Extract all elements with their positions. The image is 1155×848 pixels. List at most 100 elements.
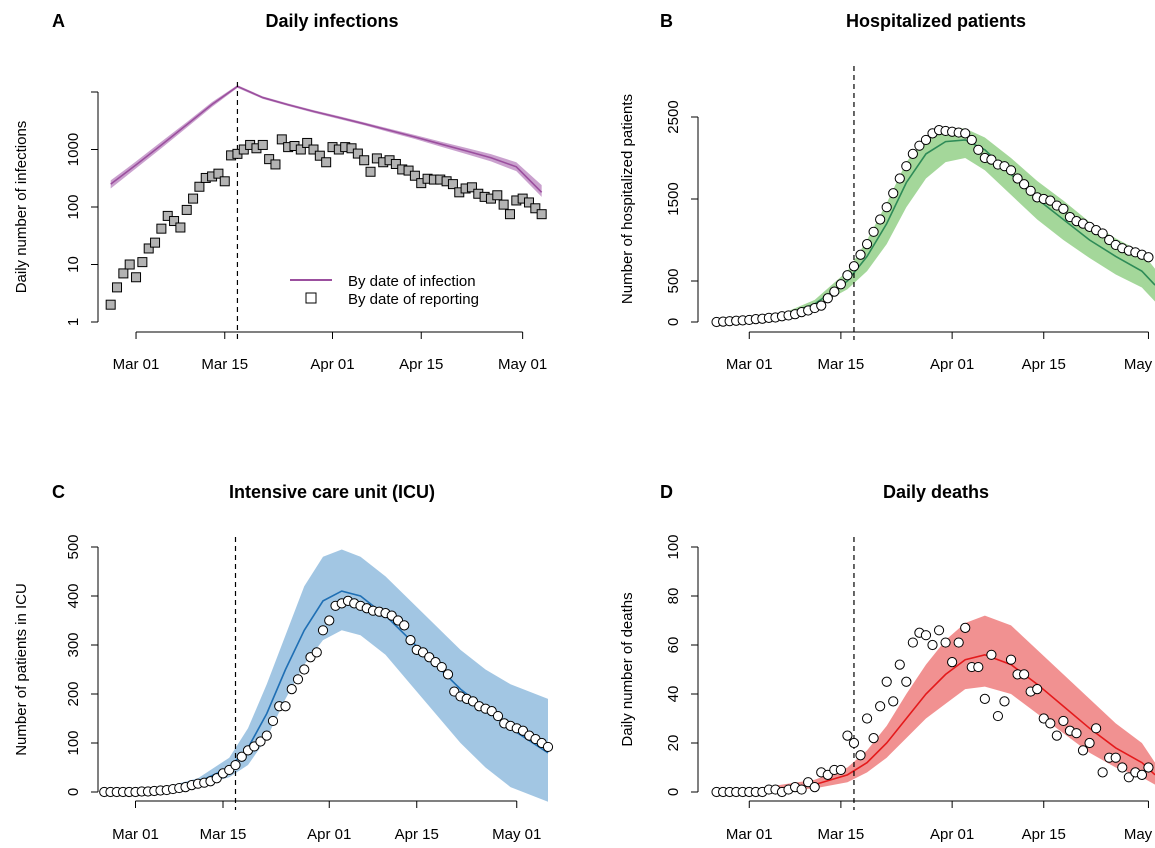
y-tick-label: 100 xyxy=(65,730,82,755)
data-point xyxy=(822,293,833,304)
data-point xyxy=(973,661,984,673)
x-tick-label: Mar 15 xyxy=(818,356,865,373)
data-point xyxy=(118,268,129,279)
y-tick-label: 500 xyxy=(65,534,82,559)
panel-label: C xyxy=(52,482,65,502)
data-point xyxy=(219,176,230,187)
data-point xyxy=(162,210,173,221)
panel-title: Hospitalized patients xyxy=(846,11,1026,31)
data-point xyxy=(816,300,827,311)
data-point xyxy=(236,751,247,762)
data-point xyxy=(399,620,410,631)
data-point xyxy=(848,737,860,749)
data-point xyxy=(888,696,899,707)
data-point xyxy=(894,659,905,670)
data-point xyxy=(848,261,860,272)
x-tick-label: Apr 15 xyxy=(1022,826,1066,843)
data-point xyxy=(270,159,281,170)
data-point xyxy=(835,279,846,290)
y-tick-label: 500 xyxy=(665,268,682,293)
legend-point-label: By date of reporting xyxy=(348,291,479,308)
data-point xyxy=(875,214,886,225)
data-point xyxy=(920,134,932,146)
x-tick-label: May 01 xyxy=(492,826,541,843)
data-point xyxy=(796,784,807,795)
data-point xyxy=(365,166,376,177)
x-tick-label: May 01 xyxy=(498,356,547,373)
data-point xyxy=(169,216,180,227)
data-point xyxy=(150,237,161,248)
data-point xyxy=(264,154,275,165)
y-tick-label: 100 xyxy=(665,534,682,559)
data-point xyxy=(536,209,547,220)
x-tick-label: Apr 01 xyxy=(310,356,354,373)
x-tick-label: Apr 01 xyxy=(307,826,351,843)
data-point xyxy=(403,165,414,176)
y-tick-label: 0 xyxy=(65,788,82,796)
data-point xyxy=(181,204,192,215)
data-point xyxy=(914,140,925,151)
y-tick-label: 1500 xyxy=(665,182,682,215)
data-point xyxy=(999,696,1010,707)
data-point xyxy=(194,181,205,192)
data-point xyxy=(1097,767,1108,778)
data-point xyxy=(835,764,846,776)
legend: By date of infection By date of reportin… xyxy=(290,273,479,308)
x-tick-label: Apr 15 xyxy=(1022,356,1066,373)
panel-a: A Daily infections Daily number of infecti… xyxy=(13,11,547,373)
data-point xyxy=(947,657,958,668)
y-tick-label: 80 xyxy=(665,588,682,605)
data-point xyxy=(1025,185,1036,196)
data-point xyxy=(868,226,879,237)
panel-label: A xyxy=(52,11,65,31)
y-tick-label: 300 xyxy=(65,632,82,657)
panel-d: D Daily deaths Daily number of deaths 0 20 40… xyxy=(619,482,1155,843)
data-point xyxy=(314,150,325,161)
x-tick-label: Mar 15 xyxy=(818,826,865,843)
y-tick-label: 0 xyxy=(665,318,682,326)
y-tick-label: 400 xyxy=(65,583,82,608)
data-point xyxy=(317,625,329,636)
data-point xyxy=(953,637,964,648)
data-point xyxy=(105,299,116,310)
data-point xyxy=(530,203,541,214)
data-point xyxy=(261,730,272,741)
data-point xyxy=(986,649,997,660)
data-point xyxy=(1032,684,1043,695)
x-tick-label: Apr 01 xyxy=(930,356,974,373)
data-point xyxy=(960,128,971,139)
data-point xyxy=(1117,762,1128,773)
data-point xyxy=(907,637,918,648)
data-point xyxy=(156,223,167,234)
data-point xyxy=(276,134,287,145)
data-point xyxy=(855,750,866,761)
data-point xyxy=(302,137,313,148)
y-tick-label: 1 xyxy=(65,318,82,326)
panel-b: B Hospitalized patients Number of hospital… xyxy=(619,11,1155,373)
data-point xyxy=(442,669,454,680)
data-point xyxy=(973,144,984,155)
x-tick-label: May 01 xyxy=(1124,356,1155,373)
data-point xyxy=(842,730,853,741)
data-point xyxy=(881,202,892,213)
data-point xyxy=(992,710,1004,722)
data-point xyxy=(933,625,945,636)
data-point xyxy=(829,286,840,297)
data-point xyxy=(1058,715,1069,727)
x-tick-label: Mar 15 xyxy=(200,826,247,843)
x-tick-label: Mar 01 xyxy=(726,356,773,373)
panel-title: Daily infections xyxy=(265,11,398,31)
data-point xyxy=(888,188,899,199)
panel-title: Daily deaths xyxy=(883,482,989,502)
y-tick-label: 200 xyxy=(65,681,82,706)
x-tick-label: Apr 15 xyxy=(399,356,443,373)
data-point xyxy=(809,782,820,793)
data-point xyxy=(875,701,886,712)
panel-c: C Intensive care unit (ICU) Number of pati… xyxy=(13,482,554,843)
x-tick-label: Mar 01 xyxy=(113,356,160,373)
data-point xyxy=(280,701,291,712)
data-point xyxy=(979,693,990,705)
data-point xyxy=(390,158,401,169)
data-point xyxy=(881,676,892,687)
